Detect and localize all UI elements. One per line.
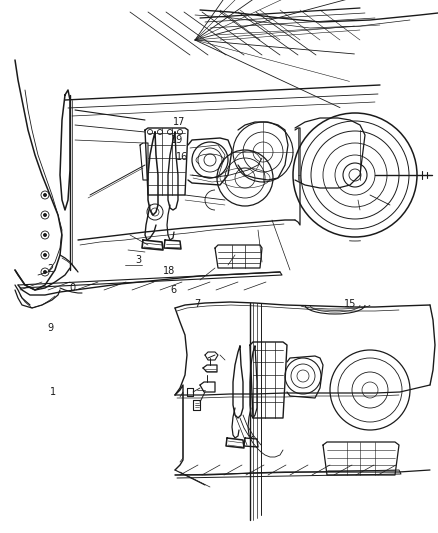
Text: 6: 6 xyxy=(170,286,176,295)
Text: 16: 16 xyxy=(176,152,188,162)
Text: 15: 15 xyxy=(344,299,357,309)
Text: 3: 3 xyxy=(135,255,141,265)
Text: 0: 0 xyxy=(69,283,75,293)
Text: 7: 7 xyxy=(194,299,200,309)
Circle shape xyxy=(43,254,46,256)
Text: 18: 18 xyxy=(162,266,175,276)
Text: 17: 17 xyxy=(173,117,186,126)
Text: 9: 9 xyxy=(47,323,53,333)
Circle shape xyxy=(43,271,46,273)
Circle shape xyxy=(43,193,46,197)
Text: 1: 1 xyxy=(49,387,56,397)
Circle shape xyxy=(43,233,46,237)
Text: 19: 19 xyxy=(171,135,184,144)
Circle shape xyxy=(43,214,46,216)
Text: 2: 2 xyxy=(47,264,53,274)
